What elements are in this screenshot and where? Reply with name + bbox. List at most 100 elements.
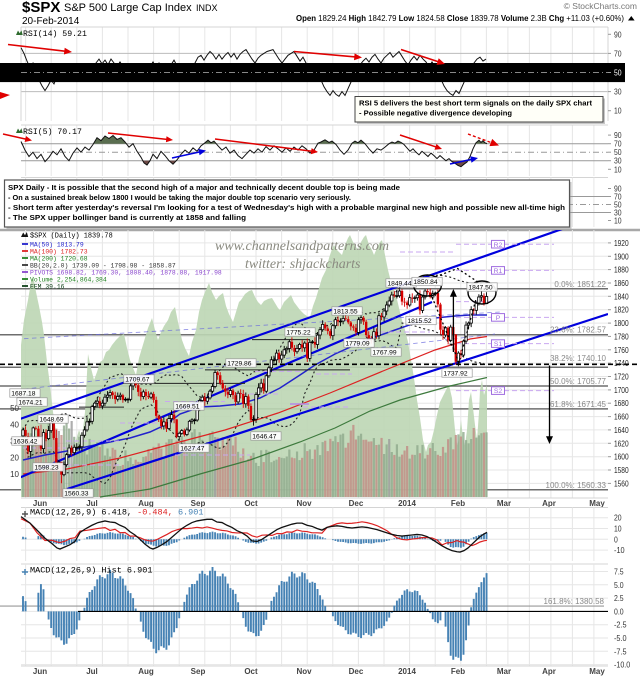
svg-text:0.0%: 1851.22: 0.0%: 1851.22	[554, 280, 606, 289]
svg-text:Nov: Nov	[296, 667, 312, 676]
svg-text:P: P	[496, 315, 501, 322]
svg-text:Aug: Aug	[138, 667, 154, 676]
svg-text:2014: 2014	[398, 667, 416, 676]
svg-text:Sep: Sep	[191, 667, 206, 676]
svg-text:- Possible negative divergence: - Possible negative divergence developin…	[359, 109, 512, 118]
svg-text:1600: 1600	[614, 453, 629, 462]
svg-text:1636.42: 1636.42	[13, 439, 37, 446]
svg-text:R2: R2	[494, 242, 503, 249]
svg-text:MACD(12,26,9) 6.418, -0.484, 6: MACD(12,26,9) 6.418, -0.484, 6.901	[30, 508, 203, 518]
svg-text:2.5: 2.5	[614, 594, 624, 603]
svg-text:© StockCharts.com: © StockCharts.com	[564, 1, 637, 11]
svg-text:Sep: Sep	[191, 499, 206, 508]
svg-text:30: 30	[614, 157, 622, 166]
svg-text:Jul: Jul	[86, 499, 98, 508]
svg-text:1840: 1840	[614, 292, 629, 301]
svg-text:May: May	[589, 667, 605, 676]
svg-text:1780: 1780	[614, 332, 629, 341]
svg-text:Aug: Aug	[138, 499, 154, 508]
svg-text:38.2%: 1740.10: 38.2%: 1740.10	[550, 354, 607, 363]
svg-text:90: 90	[614, 30, 622, 39]
svg-text:70: 70	[614, 140, 622, 149]
svg-text:1560: 1560	[614, 479, 629, 488]
svg-text:Jun: Jun	[33, 499, 47, 508]
svg-text:1820: 1820	[614, 306, 629, 315]
svg-text:-10: -10	[614, 546, 625, 555]
svg-text:Oct: Oct	[244, 667, 258, 676]
svg-text:1680: 1680	[614, 399, 629, 408]
svg-text:Dec: Dec	[349, 667, 364, 676]
svg-text:Mar: Mar	[497, 499, 511, 508]
svg-text:-5.0: -5.0	[614, 634, 627, 643]
svg-text:1669.51: 1669.51	[175, 404, 199, 411]
svg-text:MA(100) 1782.73: MA(100) 1782.73	[30, 248, 88, 255]
svg-text:1720: 1720	[614, 373, 629, 382]
svg-text:30: 30	[614, 209, 622, 218]
svg-text:MA(50) 1813.79: MA(50) 1813.79	[30, 241, 84, 248]
svg-text:-7.5: -7.5	[614, 647, 627, 656]
svg-text:Feb: Feb	[451, 667, 465, 676]
svg-text:1800: 1800	[614, 319, 629, 328]
svg-text:1687.18: 1687.18	[11, 391, 35, 398]
svg-text:40: 40	[10, 421, 19, 430]
svg-text:1709.67: 1709.67	[125, 377, 149, 384]
svg-text:2014: 2014	[398, 499, 416, 508]
svg-text:1740: 1740	[614, 359, 629, 368]
svg-text:Open 1829.24 High 1842.79 Low: Open 1829.24 High 1842.79 Low 1824.58 Cl…	[296, 13, 624, 23]
svg-text:61.8%: 1671.45: 61.8%: 1671.45	[550, 400, 607, 409]
svg-text:S&P 500 Large Cap Index: S&P 500 Large Cap Index	[64, 2, 192, 14]
svg-text:50.0%: 1705.77: 50.0%: 1705.77	[550, 377, 607, 386]
svg-text:10: 10	[614, 165, 622, 174]
svg-text:Volume 2,254,864,384: Volume 2,254,864,384	[30, 276, 107, 283]
svg-text:10: 10	[614, 107, 622, 116]
svg-text:1849.44: 1849.44	[387, 281, 411, 288]
svg-text:5.0: 5.0	[614, 581, 624, 590]
svg-text:1880: 1880	[614, 266, 629, 275]
svg-text:1760: 1760	[614, 346, 629, 355]
svg-text:50: 50	[614, 69, 622, 78]
svg-text:1729.86: 1729.86	[227, 361, 251, 368]
svg-text:- On a sustained break below 1: - On a sustained break below 1800 I woul…	[8, 193, 351, 202]
svg-text:1900: 1900	[614, 252, 629, 261]
svg-text:Feb: Feb	[451, 499, 465, 508]
svg-text:1700: 1700	[614, 386, 629, 395]
svg-text:1737.92: 1737.92	[443, 371, 467, 378]
svg-text:- The SPX upper bollinger band: - The SPX upper bollinger band is curren…	[8, 213, 246, 222]
svg-text:twitter: shjackcharts: twitter: shjackcharts	[245, 257, 361, 272]
svg-text:Oct: Oct	[244, 499, 258, 508]
svg-text:20: 20	[614, 514, 622, 523]
svg-text:$SPX: $SPX	[22, 0, 60, 16]
svg-text:Jun: Jun	[33, 667, 47, 676]
svg-text:www.channelsandpatterns.com: www.channelsandpatterns.com	[215, 239, 389, 254]
svg-text:30: 30	[614, 88, 622, 97]
svg-text:10: 10	[614, 217, 622, 226]
svg-text:EEM 39.16: EEM 39.16	[30, 283, 65, 290]
svg-text:Apr: Apr	[542, 499, 556, 508]
svg-text:1813.55: 1813.55	[333, 309, 357, 316]
svg-text:161.8%: 1380.58: 161.8%: 1380.58	[544, 597, 605, 606]
svg-text:Dec: Dec	[349, 499, 364, 508]
svg-text:1850.84: 1850.84	[413, 279, 437, 286]
svg-text:1627.47: 1627.47	[180, 446, 204, 453]
svg-text:RSI(5) 70.17: RSI(5) 70.17	[23, 127, 82, 137]
svg-text:100.0%: 1560.33: 100.0%: 1560.33	[546, 481, 607, 490]
svg-text:10: 10	[614, 525, 622, 534]
svg-text:90: 90	[614, 185, 622, 194]
svg-text:1674.21: 1674.21	[18, 400, 42, 407]
svg-text:PIVOTS 1698.82, 1769.30, 1808.: PIVOTS 1698.82, 1769.30, 1808.40, 1878.8…	[30, 269, 222, 276]
svg-text:May: May	[589, 499, 605, 508]
svg-text:SPX Daily - It is possible tha: SPX Daily - It is possible that the seco…	[8, 183, 400, 192]
svg-text:1640: 1640	[614, 426, 629, 435]
svg-text:INDX: INDX	[196, 3, 218, 13]
svg-text:S1: S1	[494, 341, 503, 348]
svg-text:1560.33: 1560.33	[64, 491, 88, 498]
svg-text:- Short term after yesterday's: - Short term after yesterday's reversal …	[8, 203, 565, 212]
svg-text:1646.47: 1646.47	[252, 434, 276, 441]
svg-text:70: 70	[614, 193, 622, 202]
svg-text:S2: S2	[494, 388, 503, 395]
svg-text:Mar: Mar	[497, 667, 511, 676]
svg-text:90: 90	[614, 131, 622, 140]
svg-text:RSI 5 delivers the best short: RSI 5 delivers the best short term signa…	[359, 99, 592, 108]
svg-text:50: 50	[10, 404, 19, 413]
svg-text:1767.99: 1767.99	[372, 350, 396, 357]
